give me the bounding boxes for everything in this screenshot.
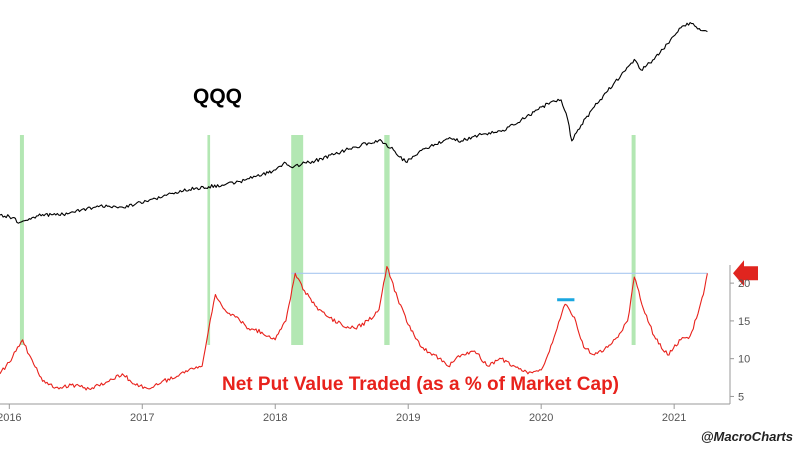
- x-tick-label-2020: 2020: [529, 412, 553, 424]
- highlight-bands: [19, 135, 636, 345]
- arrow-marker: [733, 260, 758, 287]
- highlight-band-0: [19, 135, 24, 345]
- chart-subtitle: Net Put Value Traded (as a % of Market C…: [222, 374, 619, 395]
- series-layer: [0, 22, 708, 391]
- axis-layer: 2016 2017 2018 2019 2020 2021 5 10 15 20: [0, 265, 750, 424]
- qqq-price-line: [0, 22, 708, 224]
- x-tick-label-2021: 2021: [662, 412, 686, 424]
- x-tick-label-2019: 2019: [396, 412, 420, 424]
- x-tick-label-2016: 2016: [0, 412, 22, 424]
- y-tick-label-5: 5: [738, 391, 744, 403]
- y-tick-label-20: 20: [738, 278, 750, 290]
- chart-title: QQQ: [193, 85, 242, 108]
- reference-layer: [291, 260, 758, 302]
- net-put-value-line: [0, 265, 708, 391]
- highlight-band-1: [207, 135, 211, 345]
- credit-label: @MacroCharts: [701, 429, 793, 444]
- x-tick-label-2017: 2017: [130, 412, 154, 424]
- y-tick-label-15: 15: [738, 316, 750, 328]
- highlight-band-3: [384, 135, 390, 345]
- x-tick-label-2018: 2018: [263, 412, 287, 424]
- y-tick-label-10: 10: [738, 354, 750, 366]
- highlight-band-2: [291, 135, 304, 345]
- highlight-band-4: [631, 135, 636, 345]
